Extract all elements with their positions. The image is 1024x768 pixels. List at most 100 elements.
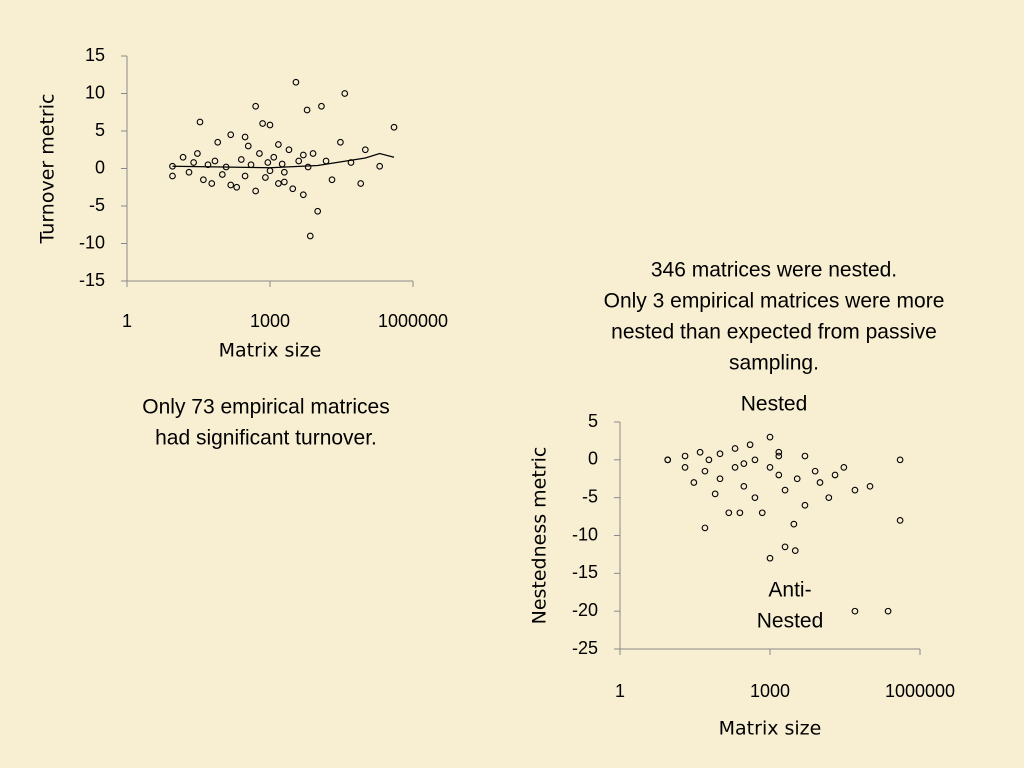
annotation: Only 73 empirical matrices [142,396,389,419]
y-tick-label: -10 [79,232,105,252]
y-tick-label: -10 [572,524,598,544]
y-tick-label: -25 [572,638,598,658]
data-point [304,163,312,171]
y-tick-label: 5 [588,411,598,431]
data-point [696,448,704,456]
trend-line [172,152,395,169]
annotation: sampling. [729,352,819,375]
annotation: 346 matrices were nested. [651,259,897,282]
data-point [285,146,293,154]
data-point [252,102,260,110]
data-point [169,172,176,180]
data-point [299,151,307,159]
data-point [740,482,748,490]
y-axis-label: Turnover metric [37,94,59,245]
annotation: Only 3 empirical matrices were more [604,290,945,313]
data-point [793,475,801,483]
data-point [701,524,709,532]
data-point [896,517,904,524]
data-point [716,475,724,483]
x-tick-label: 1000 [250,311,290,331]
annotation: had significant turnover. [155,427,377,450]
data-point [716,450,724,458]
data-point [896,456,904,464]
data-point [196,118,204,126]
data-point [280,178,288,186]
y-tick-label: 5 [95,120,105,140]
x-tick-label: 1000000 [378,311,448,331]
data-point [775,452,783,460]
data-point [840,464,848,471]
data-point [259,120,266,127]
y-tick-label: 0 [588,449,598,469]
data-point [701,467,709,475]
data-point [292,78,300,86]
data-point [275,180,282,187]
data-point [244,142,252,150]
data-point [725,509,733,517]
data-point [390,123,398,131]
data-point [309,150,317,157]
data-point [314,207,322,215]
y-tick-label: -15 [572,562,598,582]
data-point [775,471,783,479]
y-tick-label: -15 [79,270,105,290]
y-tick-label: -5 [89,195,105,215]
y-axis-label: Nestedness metric [529,447,551,625]
data-point [280,168,288,176]
data-point [781,543,789,551]
data-point [801,452,809,460]
y-tick-label: 0 [95,157,105,177]
data-point [816,479,824,486]
data-point [851,486,859,494]
data-point [766,433,774,441]
data-point [790,520,798,528]
data-point [751,494,759,502]
data-point [227,181,235,189]
data-point [711,490,719,498]
data-point [218,171,226,178]
data-point [751,456,759,464]
data-point [341,90,349,97]
data-point [233,183,241,191]
data-point [681,464,689,471]
data-point [866,482,874,490]
data-point [731,445,739,452]
annotation: Nested [741,393,808,416]
annotation: Nested [757,610,824,633]
data-point [252,187,260,195]
data-point [361,146,369,154]
data-point [884,607,892,615]
data-point [337,138,344,146]
data-point [262,174,269,181]
data-point [190,159,197,166]
data-point [328,176,336,184]
data-point [758,509,766,517]
data-point [306,232,314,240]
data-point [241,133,249,141]
data-point [664,456,672,464]
data-point [264,159,272,166]
data-point [731,464,739,471]
data-point [376,162,384,170]
data-point [690,479,698,486]
data-point [851,607,859,615]
data-point [705,456,713,464]
data-point [214,138,222,146]
x-tick-label: 1000 [750,681,790,701]
y-tick-label: 10 [85,82,105,102]
data-point [194,150,201,157]
data-point [681,452,689,460]
data-point [825,494,833,502]
data-point [299,191,307,199]
data-point [179,153,187,161]
x-tick-label: 1 [122,311,132,331]
data-point [185,168,193,176]
data-point [295,157,303,165]
data-point [766,464,774,471]
data-point [775,448,783,456]
data-point [801,501,809,509]
